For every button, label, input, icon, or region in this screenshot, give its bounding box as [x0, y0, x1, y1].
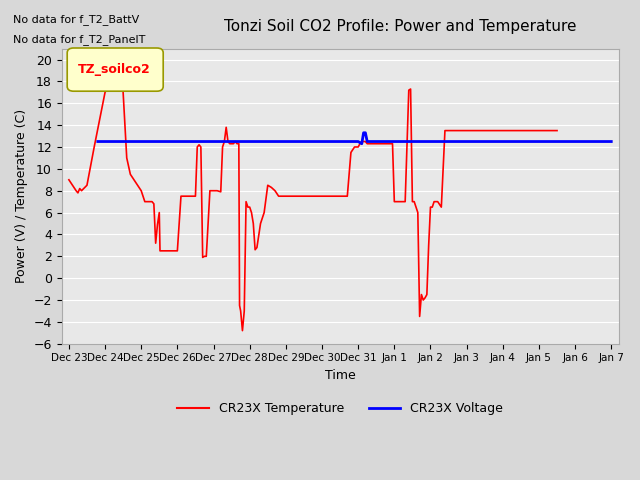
X-axis label: Time: Time	[324, 369, 355, 382]
Y-axis label: Power (V) / Temperature (C): Power (V) / Temperature (C)	[15, 109, 28, 283]
Legend: CR23X Temperature, CR23X Voltage: CR23X Temperature, CR23X Voltage	[172, 397, 508, 420]
Text: No data for f_T2_BattV: No data for f_T2_BattV	[13, 14, 139, 25]
Text: Tonzi Soil CO2 Profile: Power and Temperature: Tonzi Soil CO2 Profile: Power and Temper…	[224, 19, 577, 34]
Text: TZ_soilco2: TZ_soilco2	[78, 63, 151, 76]
Text: No data for f_T2_PanelT: No data for f_T2_PanelT	[13, 34, 145, 45]
